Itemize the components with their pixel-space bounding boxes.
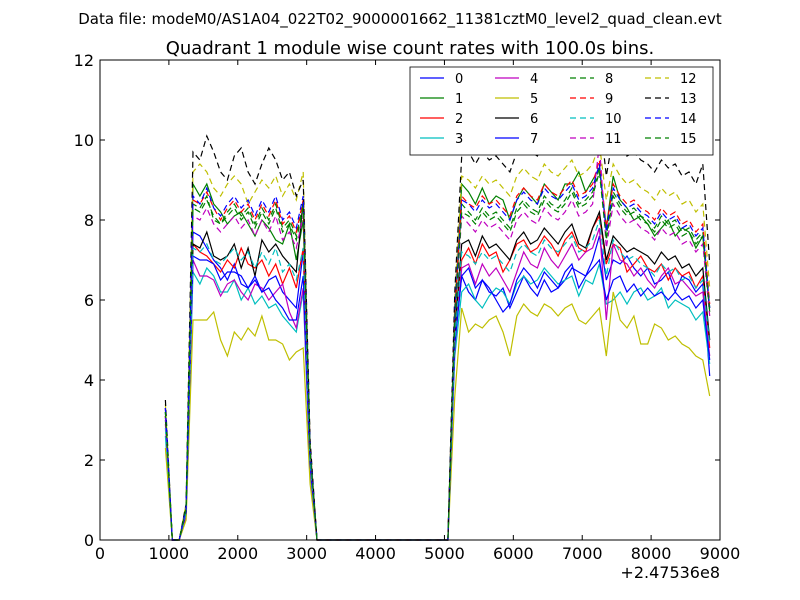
series-line-4 xyxy=(164,227,711,541)
y-tick-label: 2 xyxy=(84,451,94,470)
legend-label-11: 11 xyxy=(605,132,622,147)
series-line-10 xyxy=(164,219,711,541)
x-tick-label: 0 xyxy=(95,544,105,563)
series-line-15 xyxy=(164,171,711,541)
legend-label-10: 10 xyxy=(605,112,622,127)
legend-label-13: 13 xyxy=(680,92,697,107)
x-offset-label: +2.47536e8 xyxy=(620,563,720,582)
series-line-7 xyxy=(164,254,711,541)
legend-label-3: 3 xyxy=(455,132,463,147)
y-tick-label: 10 xyxy=(74,131,94,150)
legend-label-6: 6 xyxy=(530,112,538,127)
legend-label-12: 12 xyxy=(680,72,697,87)
chart-title: Quadrant 1 module wise count rates with … xyxy=(166,38,655,59)
legend-label-7: 7 xyxy=(530,132,538,147)
y-tick-label: 8 xyxy=(84,211,94,230)
legend-label-14: 14 xyxy=(680,112,697,127)
x-axis: 0 1000 2000 3000 4000 5000 6000 7000 8000 9000 xyxy=(95,60,740,563)
series-line-2 xyxy=(164,214,711,541)
y-tick-label: 4 xyxy=(84,371,94,390)
series-line-5 xyxy=(164,291,711,541)
series-line-14 xyxy=(164,163,711,541)
y-tick-label: 6 xyxy=(84,291,94,310)
series-line-3 xyxy=(164,263,711,541)
x-tick-label: 2000 xyxy=(217,544,258,563)
legend-label-2: 2 xyxy=(455,112,463,127)
x-tick-label: 7000 xyxy=(562,544,603,563)
series-line-12 xyxy=(164,143,711,541)
series-line-1 xyxy=(164,166,711,541)
x-tick-label: 5000 xyxy=(424,544,465,563)
plot-series xyxy=(164,103,711,541)
series-line-13 xyxy=(164,103,711,541)
x-tick-label: 9000 xyxy=(700,544,741,563)
legend-label-9: 9 xyxy=(605,92,613,107)
series-line-0 xyxy=(164,230,711,541)
legend-label-1: 1 xyxy=(455,92,463,107)
legend-label-0: 0 xyxy=(455,72,463,87)
series-line-11 xyxy=(164,143,711,541)
y-tick-label: 12 xyxy=(74,51,94,70)
legend-label-5: 5 xyxy=(530,92,538,107)
x-tick-label: 3000 xyxy=(286,544,327,563)
legend-label-8: 8 xyxy=(605,72,613,87)
chart-suptitle: Data file: modeM0/AS1A04_022T02_90000016… xyxy=(78,10,722,29)
x-tick-label: 1000 xyxy=(149,544,190,563)
series-line-8 xyxy=(164,167,711,541)
legend-label-4: 4 xyxy=(530,72,538,87)
series-line-9 xyxy=(164,159,711,541)
x-tick-label: 4000 xyxy=(355,544,396,563)
y-tick-label: 0 xyxy=(84,531,94,550)
legend-box xyxy=(409,66,714,156)
x-tick-label: 8000 xyxy=(631,544,672,563)
series-line-6 xyxy=(164,199,711,541)
legend-label-15: 15 xyxy=(680,132,697,147)
x-tick-label: 6000 xyxy=(493,544,534,563)
